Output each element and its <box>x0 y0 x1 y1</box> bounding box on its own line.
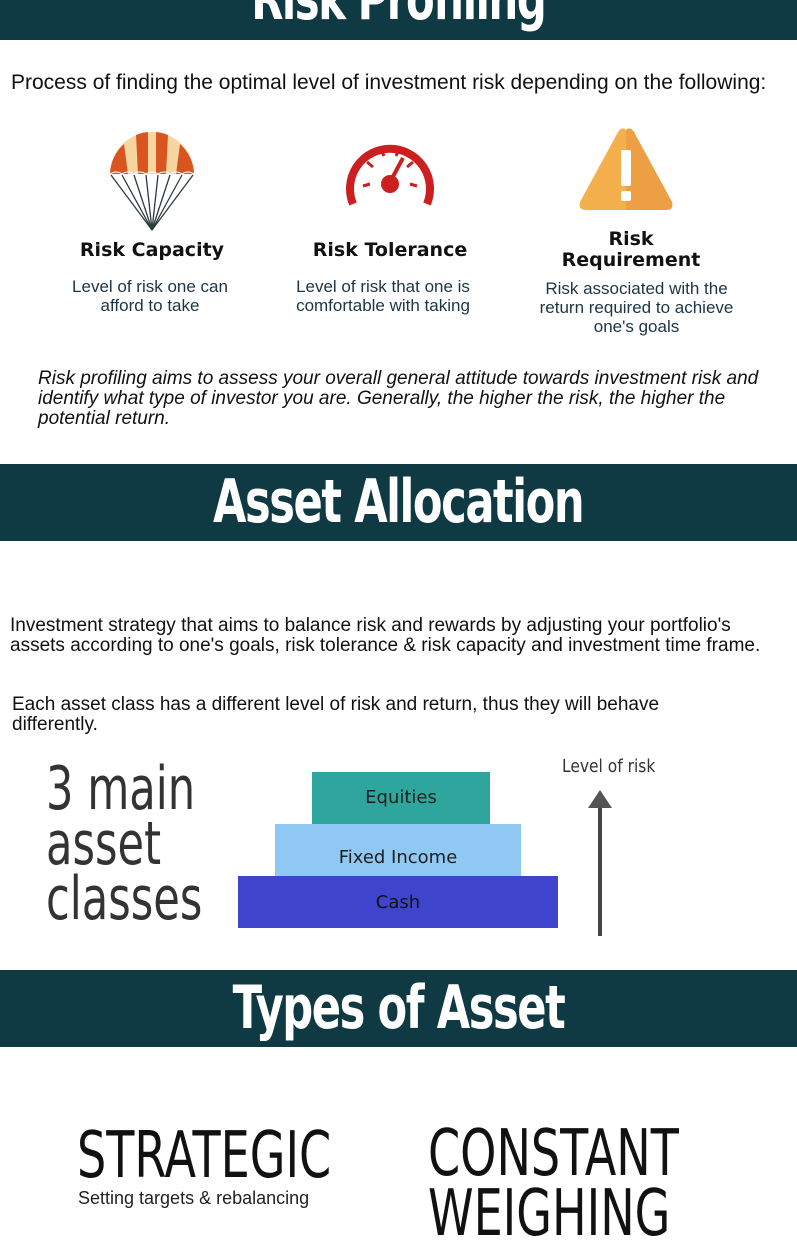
weighing-title: WEIGHING <box>428 1177 671 1251</box>
pyramid-label-fixed-income: Fixed Income <box>338 847 458 868</box>
asset-allocation-banner: Asset Allocation <box>0 464 797 541</box>
risk-profiling-title: Risk Profiling <box>251 0 547 28</box>
asset-classes-heading-line-1: 3 main <box>46 754 196 824</box>
types-banner: Types of Asset Allocation <box>0 970 797 1047</box>
factor-desc-requirement: Risk associated with the return required… <box>539 279 734 336</box>
pyramid-label-equities: Equities <box>365 787 437 808</box>
risk-profiling-note: Risk profiling aims to assess your overa… <box>38 368 759 429</box>
risk-arrow-icon <box>585 788 615 938</box>
factor-title-capacity: Risk Capacity <box>79 239 225 261</box>
constant-title: CONSTANT <box>428 1117 679 1191</box>
types-title: Types of Asset Allocation <box>232 973 566 1043</box>
factor-desc-capacity: Level of risk one can afford to take <box>72 277 228 315</box>
pyramid-tier-cash: Cash <box>238 876 558 928</box>
factor-title-tolerance: Risk Tolerance <box>312 239 468 261</box>
warning-icon <box>576 126 676 214</box>
constant-weighing-heading: CONSTANT WEIGHING <box>428 1117 748 1251</box>
risk-profiling-banner: Risk Profiling <box>0 0 797 40</box>
gauge-icon <box>343 132 437 208</box>
pyramid-tier-equities: Equities <box>312 772 490 824</box>
strategic-desc: Setting targets & rebalancing <box>78 1188 310 1208</box>
asset-allocation-paragraph-1: Investment strategy that aims to balance… <box>10 615 761 656</box>
pyramid-label-cash: Cash <box>375 892 421 913</box>
strategic-title: STRATEGIC <box>77 1119 332 1193</box>
asset-classes-heading: 3 main asset classes <box>46 754 276 934</box>
asset-classes-heading-line-3: classes <box>46 864 203 934</box>
factor-desc-tolerance: Level of risk that one is comfortable wi… <box>296 277 470 315</box>
asset-allocation-paragraph-2: Each asset class has a different level o… <box>12 694 660 735</box>
strategic-heading: STRATEGIC <box>77 1124 377 1188</box>
pyramid-tier-fixed-income: Fixed Income <box>275 824 521 876</box>
asset-allocation-title: Asset Allocation <box>213 467 585 537</box>
parachute-icon <box>108 130 196 234</box>
factor-title-requirement: Risk Requirement <box>561 228 701 271</box>
risk-profiling-intro: Process of finding the optimal level of … <box>11 71 767 94</box>
asset-classes-heading-line-2: asset <box>46 809 162 879</box>
risk-level-label: Level of risk <box>562 756 656 777</box>
